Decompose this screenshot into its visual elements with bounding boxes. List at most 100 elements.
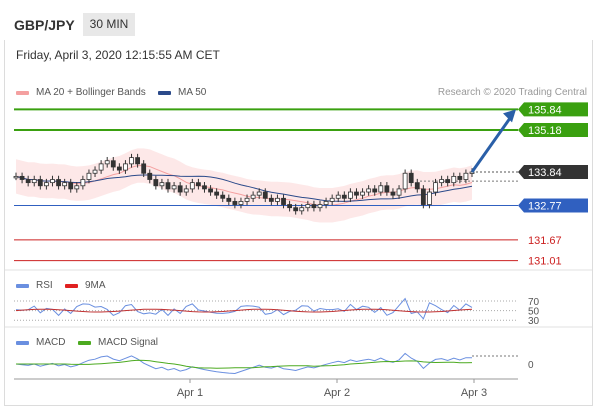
- candle: [360, 188, 365, 199]
- legend-ma50-label: MA 50: [178, 87, 207, 98]
- candle-body: [141, 163, 147, 174]
- candle: [451, 172, 457, 187]
- legend-9ma-label: 9MA: [85, 280, 106, 291]
- ma50-line: [15, 174, 473, 202]
- x-label-Apr 2: Apr 2: [324, 387, 350, 399]
- candle: [420, 185, 426, 209]
- candle-body: [165, 182, 171, 190]
- candle: [244, 194, 250, 206]
- candle-body: [98, 163, 104, 171]
- candle: [329, 194, 335, 206]
- candle-body: [68, 182, 74, 190]
- candle: [214, 188, 220, 199]
- price-levels: 135.84 135.18 133.84 132.77 131.67 131.01: [14, 102, 588, 268]
- candle: [171, 182, 177, 193]
- candle: [463, 169, 469, 184]
- candle-body: [402, 172, 408, 190]
- candle: [86, 169, 92, 184]
- candle-body: [408, 172, 414, 184]
- candle: [202, 182, 207, 193]
- bollinger-bands: [15, 148, 473, 223]
- candle-body: [360, 191, 365, 196]
- candle: [299, 203, 305, 215]
- candle: [262, 188, 268, 203]
- candle: [396, 185, 402, 199]
- candle-body: [329, 197, 335, 202]
- legend-9ma: 9MA: [65, 280, 106, 291]
- currency-pair-title: GBP/JPY: [14, 17, 75, 33]
- candles: [13, 109, 516, 215]
- research-credit: Research © 2020 Trading Central: [437, 87, 587, 98]
- candle-body: [116, 166, 122, 171]
- candle-body: [44, 182, 49, 187]
- level-label-135.18: 135.18: [528, 125, 562, 137]
- candle-body: [13, 175, 19, 179]
- candle-body: [238, 201, 244, 205]
- rsi-tick-30: 30: [528, 316, 540, 327]
- candle: [74, 182, 80, 193]
- candle-body: [183, 188, 189, 193]
- candle: [110, 156, 116, 171]
- candle: [183, 185, 189, 196]
- candle: [13, 172, 19, 181]
- candle: [220, 191, 226, 203]
- level-tag-133.84: [518, 165, 588, 179]
- candle-body: [311, 204, 317, 209]
- candle-body: [171, 185, 177, 190]
- candle: [335, 191, 341, 203]
- legend-ma50-swatch: [158, 91, 171, 95]
- candle-body: [439, 179, 445, 184]
- candle-body: [275, 197, 280, 202]
- candle: [135, 153, 141, 168]
- legend-9ma-swatch: [65, 284, 78, 288]
- candle-body: [214, 191, 220, 196]
- x-label-Apr 3: Apr 3: [461, 387, 487, 399]
- candle-body: [335, 194, 341, 199]
- candle: [354, 188, 359, 199]
- candle-body: [250, 194, 256, 199]
- candle-body: [232, 201, 238, 205]
- candle-body: [372, 188, 378, 193]
- candle: [287, 200, 293, 212]
- legend-macd: MACD: [16, 337, 65, 348]
- candle-body: [299, 207, 305, 212]
- legend-rsi-swatch: [16, 284, 29, 288]
- candle-body: [147, 172, 153, 180]
- candle-body: [189, 182, 195, 190]
- candle-body: [19, 175, 25, 180]
- candle: [56, 175, 61, 190]
- macd-line: [15, 352, 472, 375]
- candle: [311, 200, 317, 212]
- candle: [250, 191, 256, 203]
- candle: [305, 200, 311, 212]
- rsi-9ma-line: [15, 308, 473, 313]
- level-label-132.77: 132.77: [528, 200, 562, 212]
- candle-body: [341, 194, 347, 199]
- target-arrow-head: [503, 109, 516, 123]
- candle-body: [50, 179, 55, 184]
- level-label-131.67: 131.67: [528, 235, 562, 247]
- timeframe-button[interactable]: 30 MIN: [83, 13, 135, 36]
- candle-body: [31, 179, 37, 184]
- candle: [372, 185, 378, 196]
- candle: [390, 188, 396, 199]
- candle: [123, 160, 128, 174]
- candle-body: [62, 182, 68, 187]
- level-tag-135.18: [518, 123, 588, 138]
- candle: [402, 169, 408, 193]
- candle-body: [220, 194, 226, 199]
- candle-body: [80, 179, 86, 187]
- candle: [439, 175, 445, 187]
- candle: [445, 175, 451, 187]
- candle: [293, 203, 299, 215]
- level-label-133.84: 133.84: [528, 167, 562, 179]
- level-tag-135.84: [518, 102, 588, 117]
- candle-body: [123, 163, 128, 171]
- candle-body: [414, 182, 420, 190]
- candle-body: [463, 172, 469, 180]
- candle: [31, 175, 37, 187]
- candle: [226, 194, 232, 206]
- candle: [189, 178, 195, 193]
- candle: [323, 197, 329, 209]
- target-arrow-shaft: [470, 114, 514, 173]
